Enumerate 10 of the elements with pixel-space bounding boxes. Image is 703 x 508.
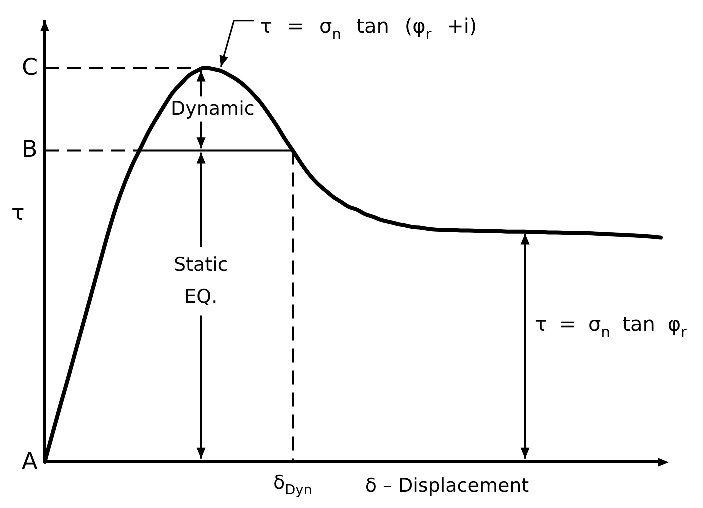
annotation: Static EQ. xyxy=(174,252,228,310)
text: A xyxy=(22,448,38,475)
ref-line-label: C xyxy=(22,54,38,81)
annotation: Dynamic xyxy=(171,98,255,120)
ref-line-label: B xyxy=(22,137,38,164)
y-axis-title: τ xyxy=(12,200,25,226)
text: τ = σ$_{n}$ tan (φ$_{r}$ +i) xyxy=(260,14,478,43)
annotation: τ = σ$_{n}$ tan φ$_{r}$ xyxy=(535,312,687,341)
x-axis-title: δ – Displacement xyxy=(365,474,530,496)
text: δ$_{Dyn}$ xyxy=(274,472,312,498)
